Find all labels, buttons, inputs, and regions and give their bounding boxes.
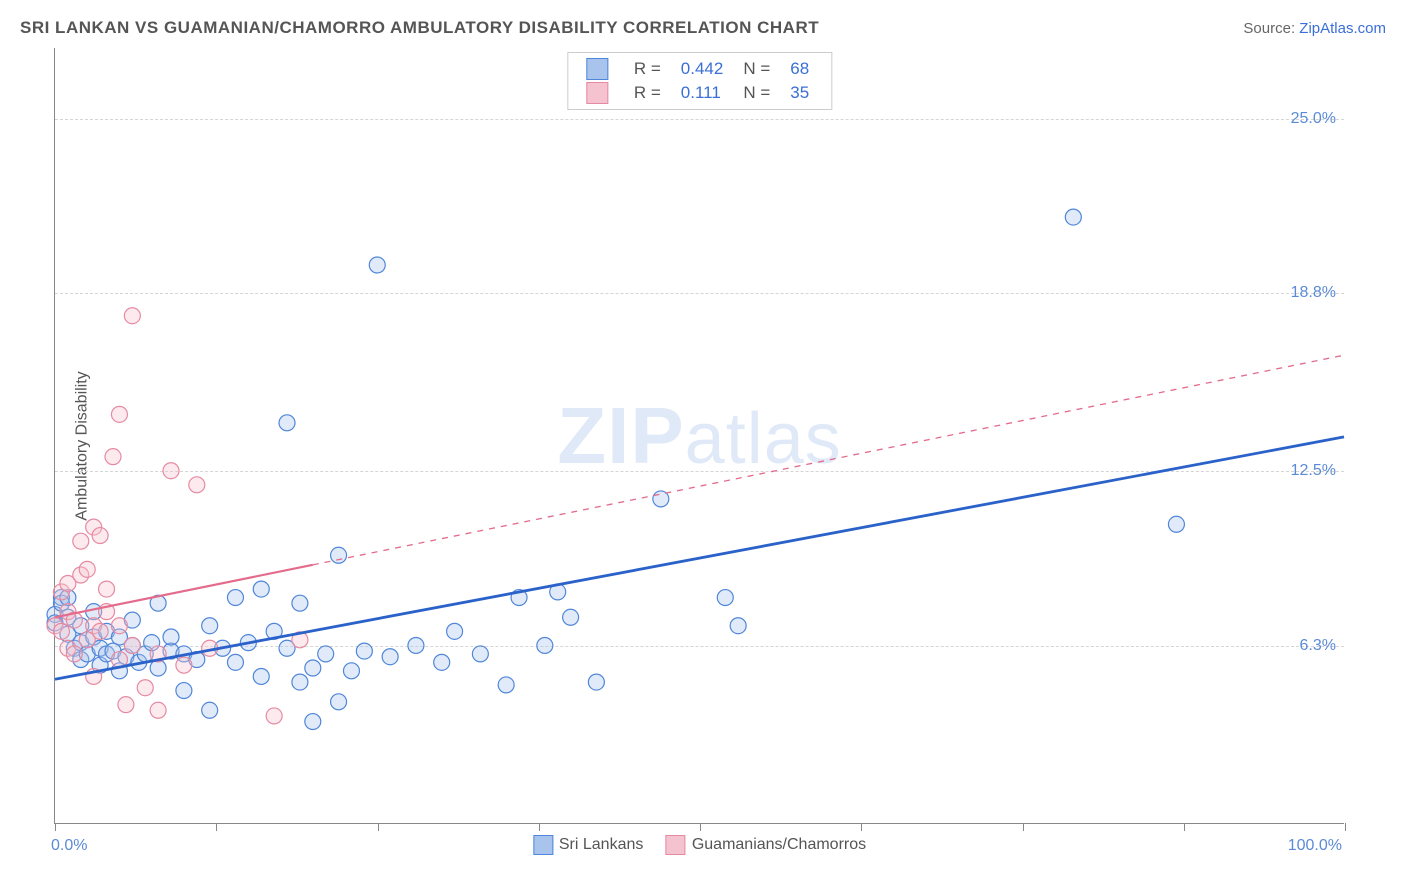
data-point xyxy=(227,590,243,606)
data-point xyxy=(66,646,82,662)
legend-row: R = 0.442 N = 68 xyxy=(576,57,819,81)
r-value: 0.111 xyxy=(671,81,734,105)
x-tick-label: 0.0% xyxy=(51,837,87,855)
data-point xyxy=(292,674,308,690)
x-tick xyxy=(1184,823,1185,831)
n-value: 35 xyxy=(780,81,819,105)
legend-row: R = 0.111 N = 35 xyxy=(576,81,819,105)
legend-swatch-icon xyxy=(533,835,553,855)
data-point xyxy=(356,643,372,659)
data-point xyxy=(498,677,514,693)
x-tick xyxy=(216,823,217,831)
data-point xyxy=(118,697,134,713)
data-point xyxy=(434,654,450,670)
y-tick-label: 6.3% xyxy=(1300,637,1336,655)
data-point xyxy=(79,561,95,577)
x-tick xyxy=(700,823,701,831)
data-point xyxy=(343,663,359,679)
data-point xyxy=(105,449,121,465)
data-point xyxy=(137,680,153,696)
data-point xyxy=(202,618,218,634)
data-point xyxy=(53,623,69,639)
data-point xyxy=(717,590,733,606)
data-point xyxy=(382,649,398,665)
data-point xyxy=(92,528,108,544)
data-point xyxy=(331,547,347,563)
data-point xyxy=(176,657,192,673)
legend-label: Sri Lankans xyxy=(559,836,644,853)
trend-line xyxy=(55,437,1344,679)
data-point xyxy=(588,674,604,690)
data-point xyxy=(111,618,127,634)
data-point xyxy=(176,683,192,699)
data-point xyxy=(305,660,321,676)
correlation-legend: R = 0.442 N = 68 R = 0.111 N = 35 xyxy=(567,52,832,110)
data-point xyxy=(253,668,269,684)
x-tick xyxy=(539,823,540,831)
legend-label: Guamanians/Chamorros xyxy=(692,836,866,853)
data-point xyxy=(730,618,746,634)
data-point xyxy=(305,714,321,730)
n-value: 68 xyxy=(780,57,819,81)
data-point xyxy=(253,581,269,597)
y-tick-label: 12.5% xyxy=(1291,462,1336,480)
r-value: 0.442 xyxy=(671,57,734,81)
x-tick xyxy=(1345,823,1346,831)
data-point xyxy=(292,595,308,611)
x-tick xyxy=(55,823,56,831)
data-point xyxy=(189,477,205,493)
data-point xyxy=(202,702,218,718)
series-legend: Sri Lankans Guamanians/Chamorros xyxy=(533,835,866,855)
data-point xyxy=(124,308,140,324)
data-point xyxy=(266,708,282,724)
plot-area: ZIPatlas R = 0.442 N = 68 R = 0.111 N = … xyxy=(54,48,1344,824)
data-point xyxy=(111,406,127,422)
x-tick xyxy=(378,823,379,831)
data-point xyxy=(99,581,115,597)
x-tick xyxy=(861,823,862,831)
y-tick-label: 25.0% xyxy=(1291,110,1336,128)
source-link[interactable]: ZipAtlas.com xyxy=(1299,20,1386,37)
chart-title: SRI LANKAN VS GUAMANIAN/CHAMORRO AMBULAT… xyxy=(20,18,819,38)
data-point xyxy=(227,654,243,670)
data-point xyxy=(279,415,295,431)
legend-swatch-icon xyxy=(666,835,686,855)
legend-swatch-icon xyxy=(586,58,608,80)
y-tick-label: 18.8% xyxy=(1291,284,1336,302)
data-point xyxy=(563,609,579,625)
data-point xyxy=(472,646,488,662)
data-point xyxy=(537,637,553,653)
data-point xyxy=(163,463,179,479)
legend-swatch-icon xyxy=(586,82,608,104)
x-tick-label: 100.0% xyxy=(1288,837,1342,855)
source-attribution: Source: ZipAtlas.com xyxy=(1243,20,1386,37)
data-point xyxy=(369,257,385,273)
data-point xyxy=(408,637,424,653)
data-point xyxy=(318,646,334,662)
data-point xyxy=(447,623,463,639)
data-point xyxy=(1065,209,1081,225)
data-point xyxy=(150,702,166,718)
data-point xyxy=(163,629,179,645)
data-point xyxy=(73,533,89,549)
chart-svg xyxy=(55,48,1344,823)
data-point xyxy=(124,637,140,653)
x-tick xyxy=(1023,823,1024,831)
data-point xyxy=(1168,516,1184,532)
data-point xyxy=(331,694,347,710)
data-point xyxy=(92,623,108,639)
